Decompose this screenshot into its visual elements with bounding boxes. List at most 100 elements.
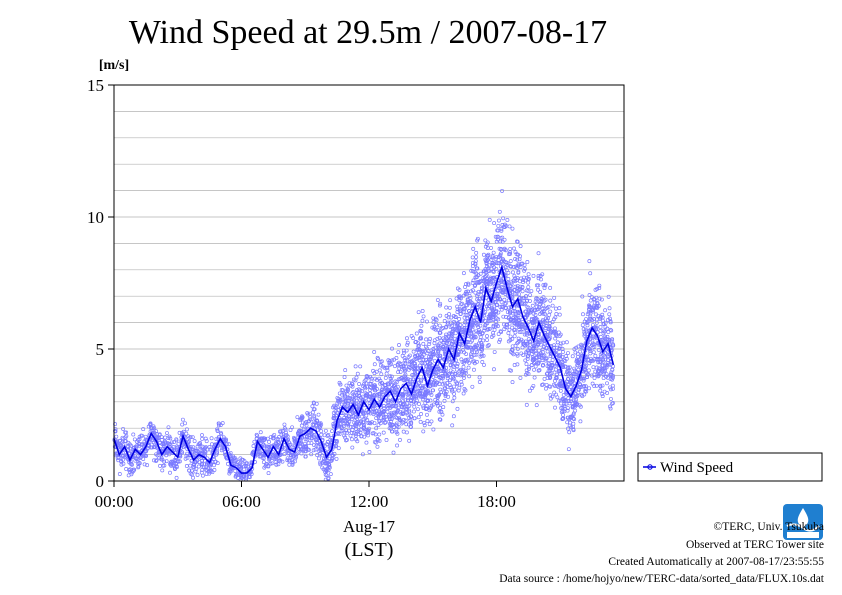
data-point	[534, 403, 539, 408]
data-point	[252, 439, 257, 444]
data-point	[548, 376, 552, 381]
data-point	[498, 239, 503, 244]
data-point	[421, 404, 426, 409]
data-point	[491, 312, 496, 317]
data-point	[554, 372, 559, 377]
data-point	[214, 437, 219, 442]
data-point	[336, 446, 341, 451]
data-point	[358, 397, 363, 402]
data-point	[442, 398, 447, 403]
data-point	[459, 379, 464, 384]
data-point	[463, 368, 468, 373]
data-point	[564, 354, 568, 359]
data-point	[401, 393, 406, 398]
data-point	[389, 362, 394, 367]
data-point	[565, 408, 570, 413]
data-point	[471, 269, 475, 274]
data-point	[195, 472, 200, 477]
data-point	[184, 453, 189, 458]
data-point	[431, 346, 436, 351]
data-point	[129, 443, 133, 448]
data-point	[608, 404, 613, 409]
data-point	[599, 297, 604, 302]
data-point	[571, 427, 576, 432]
data-point	[533, 349, 538, 354]
data-point	[471, 334, 476, 339]
data-point	[608, 372, 613, 377]
data-point	[524, 350, 529, 355]
data-point	[605, 381, 609, 386]
data-point	[597, 296, 602, 301]
y-tick-label: 0	[96, 472, 105, 491]
data-point	[485, 264, 490, 269]
data-point	[514, 291, 519, 296]
legend: Wind Speed	[637, 452, 823, 482]
data-point	[429, 419, 434, 424]
data-point	[349, 381, 354, 386]
data-point	[311, 442, 316, 447]
data-point	[581, 383, 586, 388]
data-point	[311, 448, 316, 453]
data-point	[159, 437, 164, 442]
data-point	[446, 320, 450, 325]
data-point	[144, 454, 148, 458]
data-point	[384, 437, 389, 442]
data-point	[592, 303, 597, 308]
data-point	[566, 447, 571, 452]
data-point	[471, 278, 476, 283]
data-point	[608, 320, 613, 325]
data-point	[448, 320, 453, 325]
data-point	[586, 346, 591, 351]
data-point	[166, 425, 171, 430]
data-point	[314, 423, 319, 428]
data-point	[469, 345, 474, 350]
data-point	[536, 283, 541, 288]
data-point	[590, 345, 595, 350]
data-point	[410, 394, 414, 399]
data-point	[538, 342, 543, 347]
data-point	[555, 383, 560, 388]
data-point	[469, 335, 474, 340]
data-point	[506, 270, 511, 275]
data-point	[576, 363, 581, 368]
data-point	[459, 382, 464, 387]
data-point	[427, 342, 432, 347]
data-point	[554, 348, 559, 353]
data-point	[230, 466, 235, 471]
data-point	[604, 363, 609, 368]
data-point	[136, 465, 141, 470]
data-point	[388, 374, 393, 379]
data-point	[131, 432, 136, 437]
data-point	[354, 398, 359, 403]
data-point	[607, 306, 612, 311]
data-point	[396, 370, 401, 375]
data-point	[485, 259, 490, 264]
data-point	[485, 306, 490, 311]
data-point	[470, 338, 475, 343]
data-point	[512, 274, 517, 279]
data-point	[496, 237, 500, 242]
data-point	[586, 368, 591, 373]
data-point	[541, 303, 546, 308]
data-point	[292, 452, 297, 457]
data-point	[200, 468, 205, 472]
data-point	[587, 347, 592, 352]
data-point	[548, 326, 553, 331]
data-point	[482, 326, 487, 331]
data-point	[388, 417, 393, 422]
data-point	[493, 234, 498, 239]
data-point	[428, 336, 433, 341]
data-point	[522, 325, 527, 330]
data-point	[510, 336, 515, 341]
data-point	[526, 272, 531, 277]
data-point	[404, 422, 409, 427]
data-point	[467, 374, 472, 379]
created-note: Created Automatically at 2007-08-17/23:5…	[608, 556, 824, 568]
data-point	[565, 368, 570, 373]
data-point	[174, 438, 179, 443]
data-point	[374, 426, 379, 431]
data-point	[520, 320, 525, 324]
data-point	[234, 462, 239, 467]
data-point	[497, 296, 502, 301]
